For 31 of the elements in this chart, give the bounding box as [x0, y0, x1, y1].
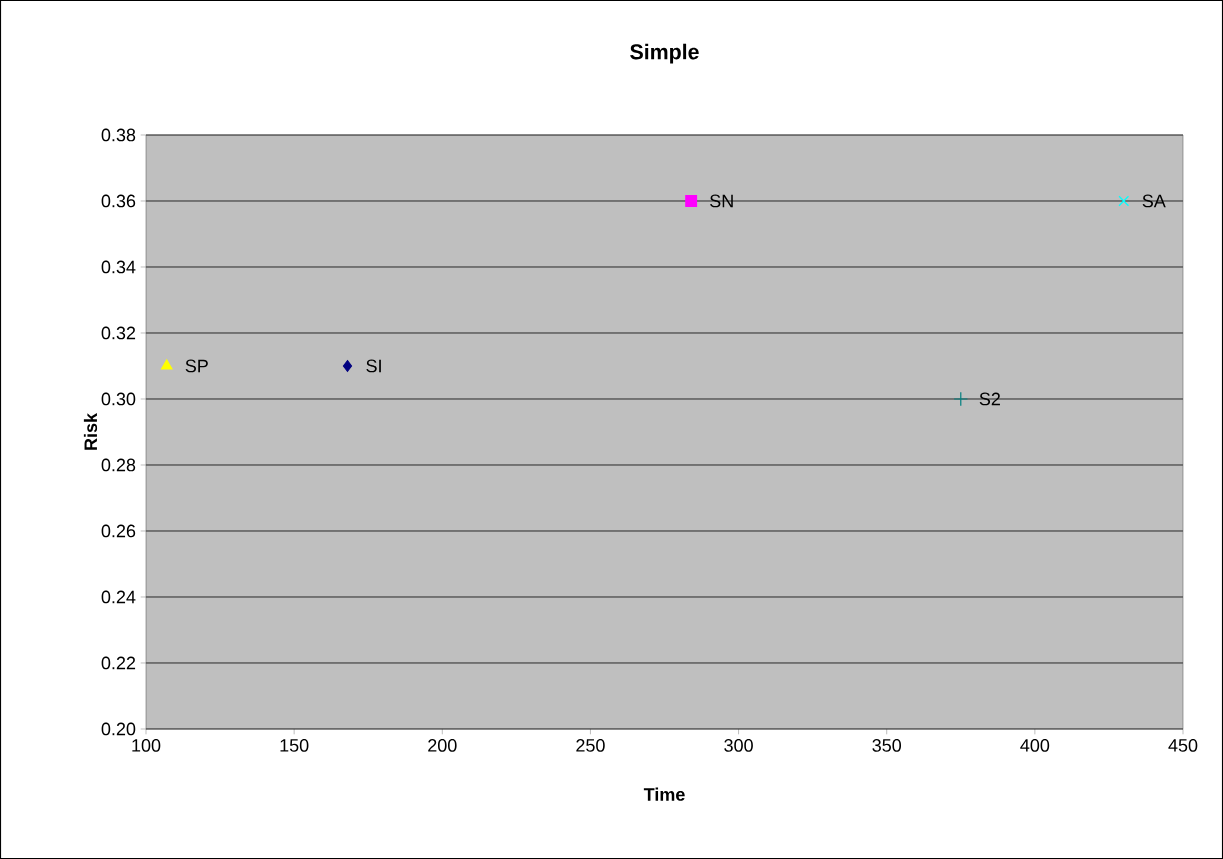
- series-label: SI: [366, 359, 381, 373]
- series-label: SP: [185, 359, 208, 373]
- x-tick-label: 350: [872, 739, 902, 752]
- y-tick-label: 0.32: [101, 326, 136, 340]
- y-tick-label: 0.26: [101, 524, 136, 538]
- y-tick-label: 0.36: [101, 194, 136, 208]
- series-label: SN: [710, 194, 733, 208]
- y-tick-label: 0.24: [101, 590, 136, 604]
- series-label: S2: [979, 392, 1000, 406]
- y-axis-title: Risk: [83, 412, 98, 450]
- y-tick-label: 0.30: [101, 392, 136, 406]
- y-tick-label: 0.28: [101, 458, 136, 472]
- x-tick-label: 100: [132, 739, 161, 752]
- x-tick-label: 450: [1168, 739, 1198, 752]
- point: [342, 360, 353, 372]
- point: [685, 195, 698, 207]
- x-tick-label: 400: [1020, 739, 1050, 752]
- point: [160, 359, 173, 370]
- x-tick-label: 200: [428, 739, 457, 752]
- series-label: SA: [1142, 194, 1166, 208]
- x-tick-label: 300: [724, 739, 753, 752]
- point: [1118, 195, 1130, 207]
- y-tick-label: 0.20: [101, 722, 136, 736]
- point: [953, 391, 969, 407]
- x-tick-label: 150: [280, 739, 309, 752]
- y-tick-label: 0.34: [101, 260, 136, 274]
- x-tick-label: 250: [576, 739, 605, 752]
- x-axis-title: Time: [643, 787, 685, 801]
- y-tick-label: 0.22: [101, 656, 136, 670]
- y-tick-label: 0.38: [101, 128, 136, 142]
- chart-title: Simple: [630, 43, 699, 64]
